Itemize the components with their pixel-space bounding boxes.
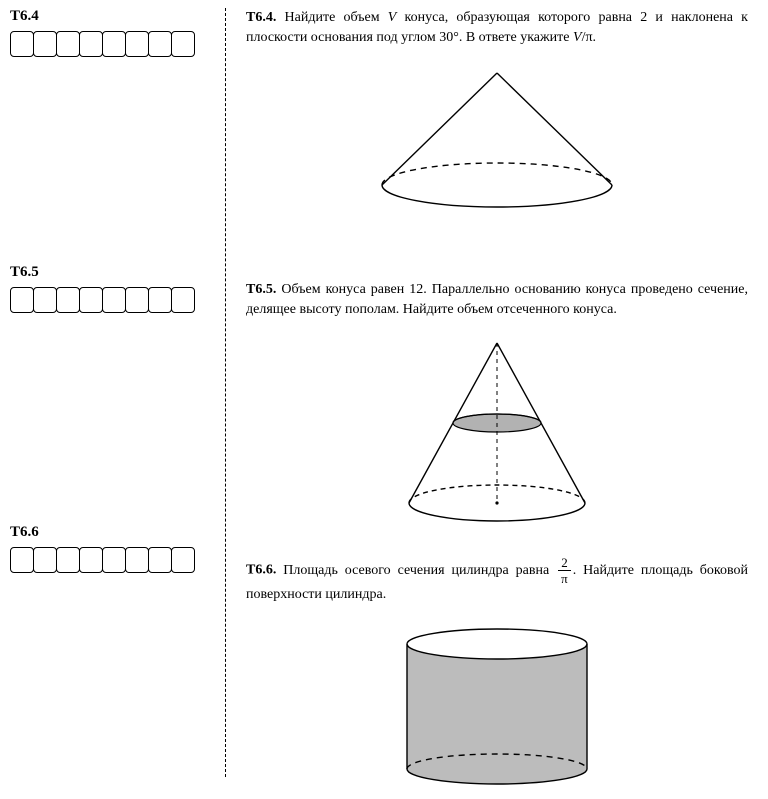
problem-label-inline: Т6.6. xyxy=(246,563,276,578)
answer-cell[interactable] xyxy=(171,547,195,573)
answer-cell[interactable] xyxy=(56,547,80,573)
answer-cell[interactable] xyxy=(171,31,195,57)
answer-cell[interactable] xyxy=(10,287,34,313)
answer-cell[interactable] xyxy=(125,287,149,313)
answer-cell[interactable] xyxy=(148,287,172,313)
answer-cell[interactable] xyxy=(148,547,172,573)
answer-group-t6-6: Т6.6 xyxy=(10,524,210,764)
answer-cell[interactable] xyxy=(102,547,126,573)
answer-cell[interactable] xyxy=(33,287,57,313)
problem-label-inline: Т6.5. xyxy=(246,282,276,297)
right-column: Т6.4. Найдите объем V конуса, образующая… xyxy=(226,8,748,777)
answer-cell[interactable] xyxy=(56,31,80,57)
answer-cell[interactable] xyxy=(33,547,57,573)
answer-cell[interactable] xyxy=(79,547,103,573)
answer-cell[interactable] xyxy=(125,31,149,57)
figure-cylinder xyxy=(246,619,748,799)
answer-boxes-t6-6 xyxy=(10,547,210,573)
answer-cell[interactable] xyxy=(79,31,103,57)
problem-t6-6: Т6.6. Площадь осевого сечения цилиндра р… xyxy=(246,556,748,796)
problem-label: Т6.5 xyxy=(10,264,210,281)
answer-cell[interactable] xyxy=(148,31,172,57)
problem-label: Т6.4 xyxy=(10,8,210,25)
problem-text: Т6.5. Объем конуса равен 12. Параллельно… xyxy=(246,280,748,321)
problem-text: Т6.6. Площадь осевого сечения цилиндра р… xyxy=(246,556,748,605)
figure-cone xyxy=(246,63,748,218)
problem-text: Т6.4. Найдите объем V конуса, образующая… xyxy=(246,8,748,49)
left-column: Т6.4 Т6.5 xyxy=(10,8,225,777)
answer-cell[interactable] xyxy=(56,287,80,313)
answer-cell[interactable] xyxy=(102,287,126,313)
problem-body: Площадь осевого сечения цилиндра равна 2… xyxy=(246,563,748,602)
answer-cell[interactable] xyxy=(125,547,149,573)
problem-body: Объем конуса равен 12. Параллельно основ… xyxy=(246,282,748,317)
problem-t6-4: Т6.4. Найдите объем V конуса, образующая… xyxy=(246,8,748,264)
figure-cone-section xyxy=(246,335,748,540)
page: Т6.4 Т6.5 xyxy=(0,0,768,785)
answer-cell[interactable] xyxy=(79,287,103,313)
answer-group-t6-4: Т6.4 xyxy=(10,8,210,264)
answer-cell[interactable] xyxy=(171,287,195,313)
problem-t6-5: Т6.5. Объем конуса равен 12. Параллельно… xyxy=(246,280,748,540)
answer-cell[interactable] xyxy=(33,31,57,57)
cylinder-icon xyxy=(382,619,612,794)
cone-icon xyxy=(367,63,627,213)
problem-label-inline: Т6.4. xyxy=(246,10,276,25)
answer-cell[interactable] xyxy=(10,31,34,57)
answer-group-t6-5: Т6.5 xyxy=(10,264,210,524)
answer-boxes-t6-5 xyxy=(10,287,210,313)
answer-cell[interactable] xyxy=(10,547,34,573)
problem-body: Найдите объем V конуса, образующая котор… xyxy=(246,10,748,45)
cone-section-icon xyxy=(387,335,607,535)
answer-cell[interactable] xyxy=(102,31,126,57)
problem-label: Т6.6 xyxy=(10,524,210,541)
answer-boxes-t6-4 xyxy=(10,31,210,57)
